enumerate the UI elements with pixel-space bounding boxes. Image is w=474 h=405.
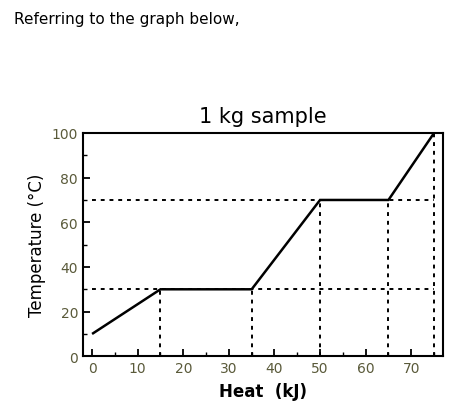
Title: 1 kg sample: 1 kg sample <box>199 107 327 126</box>
Y-axis label: Temperature (°C): Temperature (°C) <box>28 173 46 317</box>
Text: Referring to the graph below,: Referring to the graph below, <box>14 12 240 27</box>
X-axis label: Heat  (kJ): Heat (kJ) <box>219 382 307 400</box>
